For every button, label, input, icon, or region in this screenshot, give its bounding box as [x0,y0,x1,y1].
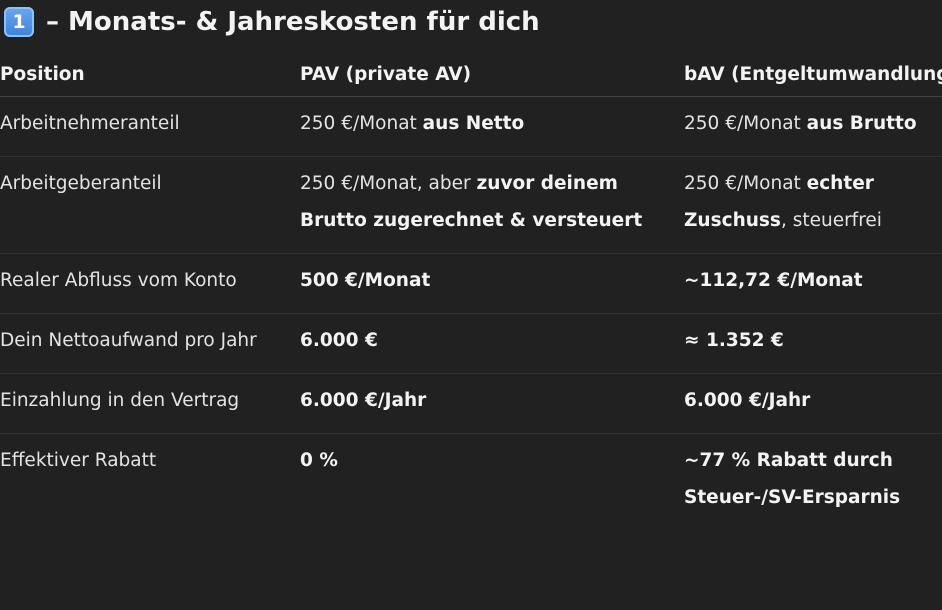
cell-position: Dein Nettoaufwand pro Jahr [0,313,300,374]
cell-bav: 250 €/Monat aus Brutto [684,96,942,157]
section-heading: 1 – Monats- & Jahreskosten für dich [4,4,540,40]
table-header-row: Position PAV (private AV) bAV (Entgeltum… [0,52,942,97]
cell-pav: 6.000 € [300,313,684,374]
header-pav: PAV (private AV) [300,52,684,97]
cell-bav: ~112,72 €/Monat [684,253,942,314]
cell-bav: ~77 % Rabatt durch Steuer-/SV-Ersparnis [684,450,901,508]
header-position: Position [0,52,300,97]
cell-bav: ≈ 1.352 € [684,313,942,374]
cell-bav: 250 €/Monat echter Zuschuss, steuerfrei [684,156,942,254]
cell-pav: 0 % [300,450,338,471]
cell-position: Realer Abfluss vom Konto [0,253,300,314]
cell-pav: 250 €/Monat aus Netto [300,96,684,157]
table-row: Arbeitnehmeranteil 250 €/Monat aus Netto… [0,96,942,157]
table-row: Arbeitgeberanteil 250 €/Monat, aber zuvo… [0,156,942,254]
cell-pav: 250 €/Monat, aber zuvor deinem Brutto zu… [300,156,684,254]
keycap-one-icon: 1 [4,7,34,37]
cell-position: Einzahlung in den Vertrag [0,373,300,434]
cell-position: Arbeitgeberanteil [0,156,300,254]
table-row: Realer Abfluss vom Konto 500 €/Monat ~11… [0,253,942,314]
cell-position: Effektiver Rabatt [0,450,157,471]
table-row: Effektiver Rabatt 0 % ~77 % Rabatt durch… [0,434,942,531]
cell-position: Arbeitnehmeranteil [0,96,300,157]
section-title: – Monats- & Jahreskosten für dich [46,7,540,37]
header-bav: bAV (Entgeltumwandlung) [684,52,942,97]
cost-comparison-table: Position PAV (private AV) bAV (Entgeltum… [0,52,942,530]
cell-pav: 500 €/Monat [300,253,684,314]
cell-pav: 6.000 €/Jahr [300,373,684,434]
table-row: Einzahlung in den Vertrag 6.000 €/Jahr 6… [0,373,942,434]
table-row: Dein Nettoaufwand pro Jahr 6.000 € ≈ 1.3… [0,313,942,374]
cell-bav: 6.000 €/Jahr [684,373,942,434]
